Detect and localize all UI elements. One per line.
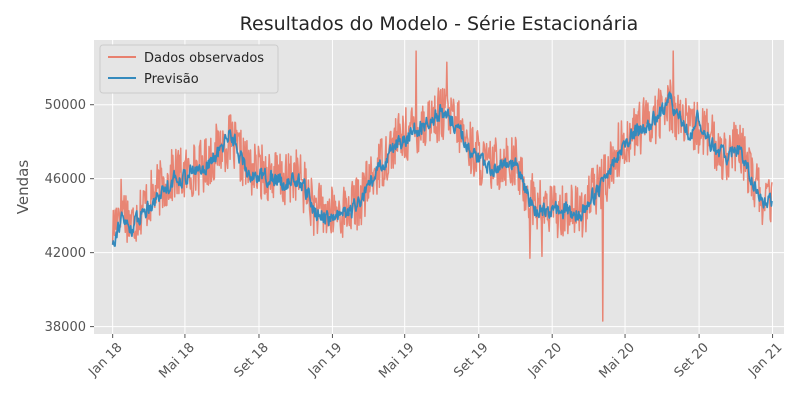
y-tick-label: 42000 (45, 246, 86, 261)
y-tick-label: 46000 (45, 172, 86, 187)
legend-label-forecast: Previsão (144, 72, 199, 87)
y-tick-label: 38000 (45, 320, 86, 335)
chart-title: Resultados do Modelo - Série Estacionári… (240, 13, 639, 35)
legend-label-observed: Dados observados (144, 51, 264, 66)
legend: Dados observados Previsão (99, 44, 279, 94)
y-axis-ticks: 38000 42000 46000 50000 (45, 98, 94, 335)
y-axis-label: Vendas (14, 160, 32, 215)
legend-box (99, 44, 279, 94)
series-layer (111, 50, 773, 322)
y-tick-label: 50000 (45, 98, 86, 113)
forecast-series-line (111, 91, 773, 247)
